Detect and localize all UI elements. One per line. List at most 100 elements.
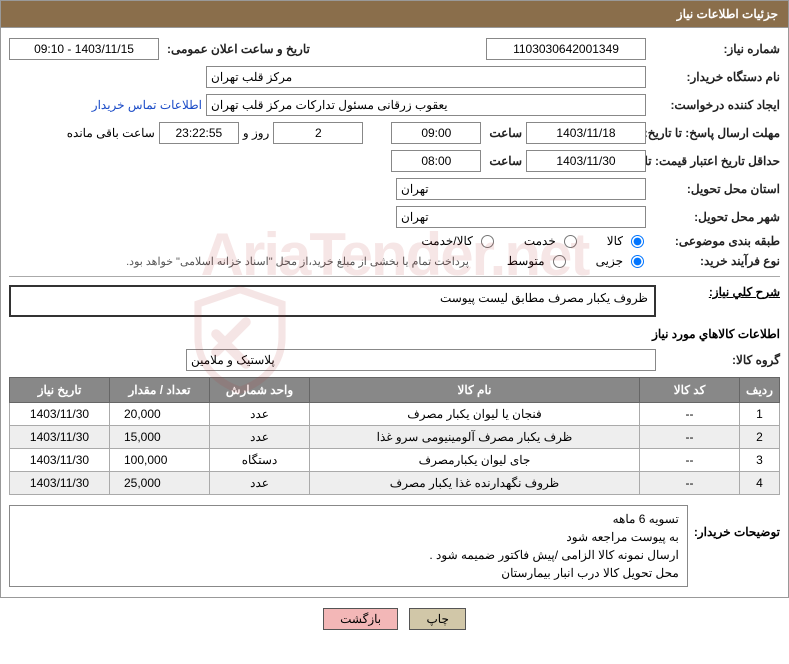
table-cell-date: 1403/11/30: [10, 472, 110, 495]
th-date: تاریخ نیاز: [10, 378, 110, 403]
table-cell-name: فنجان یا لیوان یکبار مصرف: [310, 403, 640, 426]
section-goods-info: اطلاعات كالاهاي مورد نياز: [9, 327, 780, 341]
row-buyer-org: نام دستگاه خریدار: مرکز قلب تهران: [9, 66, 780, 88]
label-cat-goods: کالا: [607, 234, 623, 248]
table-cell-unit: عدد: [210, 472, 310, 495]
buyer-notes-line: تسویه 6 ماهه: [18, 510, 679, 528]
radio-goods[interactable]: [631, 235, 644, 248]
field-city: تهران: [396, 206, 646, 228]
divider-1: [9, 276, 780, 277]
label-province: استان محل تحویل:: [650, 182, 780, 196]
table-cell-n: 2: [740, 426, 780, 449]
label-cat-both: کالا/خدمت: [421, 234, 472, 248]
label-category: طبقه بندی موضوعی:: [650, 234, 780, 248]
table-cell-code: --: [640, 472, 740, 495]
label-days-and: روز و: [243, 126, 270, 140]
label-time-2: ساعت: [485, 154, 522, 168]
table-cell-name: ظرف یکبار مصرف آلومینیومی سرو غذا: [310, 426, 640, 449]
label-goods-group: گروه کالا:: [660, 353, 780, 367]
field-validity-time: 08:00: [391, 150, 481, 172]
print-button[interactable]: چاپ: [409, 608, 465, 630]
row-process: نوع فرآیند خرید: جزیی متوسط پرداخت تمام …: [9, 254, 780, 268]
table-cell-name: جای لیوان یکبارمصرف: [310, 449, 640, 472]
field-need-no: 1103030642001349: [486, 38, 646, 60]
panel-title: جزئیات اطلاعات نیاز: [677, 7, 778, 21]
field-main-desc: ظروف یکبار مصرف مطابق لیست پیوست: [9, 285, 656, 317]
label-buyer-org: نام دستگاه خریدار:: [650, 70, 780, 84]
field-deadline-date: 1403/11/18: [526, 122, 646, 144]
panel-body: شماره نیاز: 1103030642001349 تاریخ و ساع…: [0, 28, 789, 598]
table-cell-unit: عدد: [210, 403, 310, 426]
row-province: استان محل تحویل: تهران: [9, 178, 780, 200]
label-validity: حداقل تاریخ اعتبار قیمت: تا تاریخ:: [650, 154, 780, 168]
table-cell-code: --: [640, 426, 740, 449]
table-cell-n: 4: [740, 472, 780, 495]
th-unit: واحد شمارش: [210, 378, 310, 403]
label-city: شهر محل تحویل:: [650, 210, 780, 224]
th-name: نام کالا: [310, 378, 640, 403]
buyer-contact-link[interactable]: اطلاعات تماس خریدار: [92, 98, 202, 112]
field-deadline-time: 09:00: [391, 122, 481, 144]
buyer-notes-line: ارسال نمونه کالا الزامی /پیش فاکتور ضمیم…: [18, 546, 679, 564]
table-row: 3--جای لیوان یکبارمصرفدستگاه100,0001403/…: [10, 449, 780, 472]
field-requester: یعقوب زرقانی مسئول تدارکات مرکز قلب تهرا…: [206, 94, 646, 116]
row-requester: ایجاد کننده درخواست: یعقوب زرقانی مسئول …: [9, 94, 780, 116]
label-cat-service: خدمت: [524, 234, 556, 248]
label-remaining: ساعت باقی مانده: [67, 126, 155, 140]
radio-partial[interactable]: [631, 255, 644, 268]
items-table: ردیف کد کالا نام کالا واحد شمارش تعداد /…: [9, 377, 780, 495]
table-cell-unit: عدد: [210, 426, 310, 449]
table-cell-qty: 25,000: [110, 472, 210, 495]
radio-medium[interactable]: [553, 255, 566, 268]
label-process: نوع فرآیند خرید:: [650, 254, 780, 268]
radio-service[interactable]: [564, 235, 577, 248]
label-time-1: ساعت: [485, 126, 522, 140]
row-need-no: شماره نیاز: 1103030642001349 تاریخ و ساع…: [9, 38, 780, 60]
table-cell-code: --: [640, 449, 740, 472]
label-buyer-notes: توضيحات خريدار:: [694, 505, 780, 587]
row-buyer-notes: توضيحات خريدار: تسویه 6 ماهه به پیوست مر…: [9, 505, 780, 587]
buyer-notes-line: محل تحویل کالا درب انبار بیمارستان: [18, 564, 679, 582]
table-cell-n: 3: [740, 449, 780, 472]
th-row: ردیف: [740, 378, 780, 403]
table-cell-qty: 20,000: [110, 403, 210, 426]
table-cell-name: ظروف نگهدارنده غذا یکبار مصرف: [310, 472, 640, 495]
row-city: شهر محل تحویل: تهران: [9, 206, 780, 228]
radio-both[interactable]: [481, 235, 494, 248]
field-announce-dt: 1403/11/15 - 09:10: [9, 38, 159, 60]
label-proc-medium: متوسط: [507, 254, 545, 268]
row-goods-group: گروه کالا: پلاستیک و ملامین: [9, 349, 780, 371]
table-header-row: ردیف کد کالا نام کالا واحد شمارش تعداد /…: [10, 378, 780, 403]
field-remaining-days: 2: [273, 122, 363, 144]
table-row: 2--ظرف یکبار مصرف آلومینیومی سرو غذاعدد1…: [10, 426, 780, 449]
table-cell-n: 1: [740, 403, 780, 426]
label-announce-dt: تاریخ و ساعت اعلان عمومی:: [163, 42, 310, 56]
table-cell-date: 1403/11/30: [10, 426, 110, 449]
table-cell-unit: دستگاه: [210, 449, 310, 472]
field-buyer-notes: تسویه 6 ماهه به پیوست مراجعه شود ارسال ن…: [9, 505, 688, 587]
buyer-notes-line: به پیوست مراجعه شود: [18, 528, 679, 546]
label-deadline: مهلت ارسال پاسخ: تا تاریخ:: [650, 126, 780, 140]
field-validity-date: 1403/11/30: [526, 150, 646, 172]
table-cell-qty: 15,000: [110, 426, 210, 449]
table-cell-date: 1403/11/30: [10, 403, 110, 426]
field-remaining-time: 23:22:55: [159, 122, 239, 144]
label-need-no: شماره نیاز:: [650, 42, 780, 56]
table-cell-date: 1403/11/30: [10, 449, 110, 472]
table-row: 4--ظروف نگهدارنده غذا یکبار مصرفعدد25,00…: [10, 472, 780, 495]
field-buyer-org: مرکز قلب تهران: [206, 66, 646, 88]
back-button[interactable]: بازگشت: [323, 608, 398, 630]
th-code: کد کالا: [640, 378, 740, 403]
table-cell-qty: 100,000: [110, 449, 210, 472]
field-goods-group: پلاستیک و ملامین: [186, 349, 656, 371]
row-category: طبقه بندی موضوعی: کالا خدمت کالا/خدمت: [9, 234, 780, 248]
field-province: تهران: [396, 178, 646, 200]
row-main-desc: شرح کلي نياز: ظروف یکبار مصرف مطابق لیست…: [9, 285, 780, 317]
table-cell-code: --: [640, 403, 740, 426]
row-validity: حداقل تاریخ اعتبار قیمت: تا تاریخ: 1403/…: [9, 150, 780, 172]
label-proc-partial: جزیی: [596, 254, 623, 268]
panel-header: جزئیات اطلاعات نیاز: [0, 0, 789, 28]
label-main-desc: شرح کلي نياز:: [660, 285, 780, 299]
th-qty: تعداد / مقدار: [110, 378, 210, 403]
table-row: 1--فنجان یا لیوان یکبار مصرفعدد20,000140…: [10, 403, 780, 426]
